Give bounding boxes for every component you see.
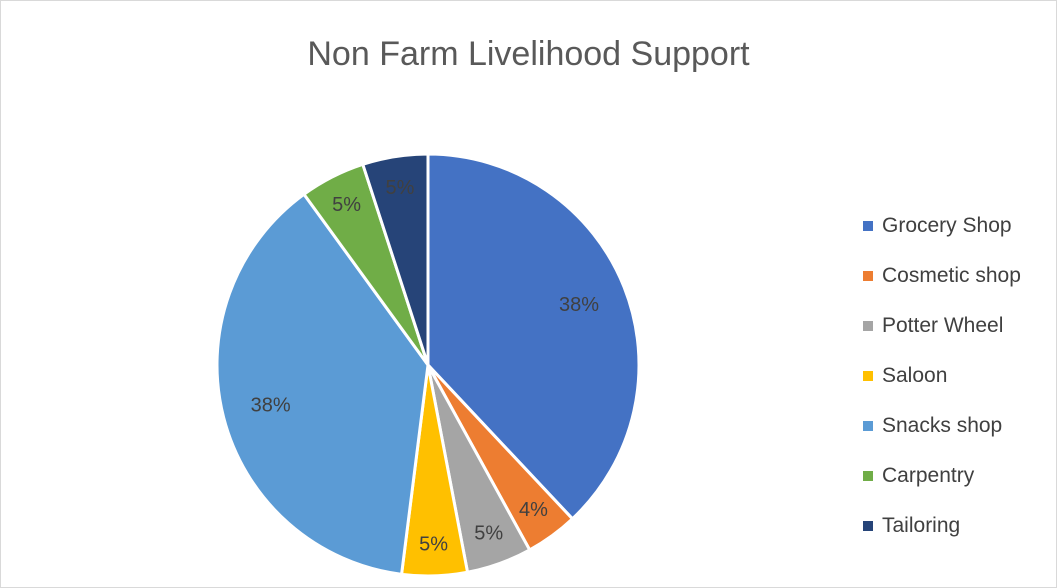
data-label-cosmetic-shop: 4% (519, 499, 548, 521)
data-label-snacks-shop: 38% (251, 394, 291, 416)
legend-swatch (863, 321, 873, 331)
legend-swatch (863, 421, 873, 431)
legend-item-cosmetic-shop: Cosmetic shop (863, 251, 1021, 301)
pie-slice-tailoring (361, 152, 430, 367)
pie-slice-snacks-shop (215, 192, 430, 576)
legend-item-grocery-shop: Grocery Shop (863, 201, 1021, 251)
legend-swatch (863, 221, 873, 231)
data-label-saloon: 5% (419, 533, 448, 555)
legend-swatch (863, 471, 873, 481)
legend-swatch (863, 521, 873, 531)
data-label-grocery-shop: 38% (559, 294, 599, 316)
legend: Grocery Shop Cosmetic shop Potter Wheel Sal… (863, 201, 1021, 551)
pie-slice-grocery-shop (426, 152, 641, 521)
legend-label: Carpentry (882, 464, 975, 487)
legend-label: Grocery Shop (882, 214, 1012, 237)
legend-label: Saloon (882, 364, 948, 387)
legend-item-saloon: Saloon (863, 351, 1021, 401)
legend-label: Snacks shop (882, 414, 1003, 437)
data-label-tailoring: 5% (385, 177, 414, 199)
legend-label: Tailoring (882, 514, 961, 537)
legend-item-snacks-shop: Snacks shop (863, 401, 1021, 451)
legend-item-carpentry: Carpentry (863, 451, 1021, 501)
legend-label: Potter Wheel (882, 314, 1004, 337)
legend-item-tailoring: Tailoring (863, 501, 1021, 551)
data-label-potter-wheel: 5% (474, 523, 503, 545)
legend-label: Cosmetic shop (882, 264, 1021, 287)
chart-title: Non Farm Livelihood Support (307, 35, 750, 73)
legend-swatch (863, 271, 873, 281)
legend-item-potter-wheel: Potter Wheel (863, 301, 1021, 351)
legend-swatch (863, 371, 873, 381)
data-label-carpentry: 5% (332, 194, 361, 216)
